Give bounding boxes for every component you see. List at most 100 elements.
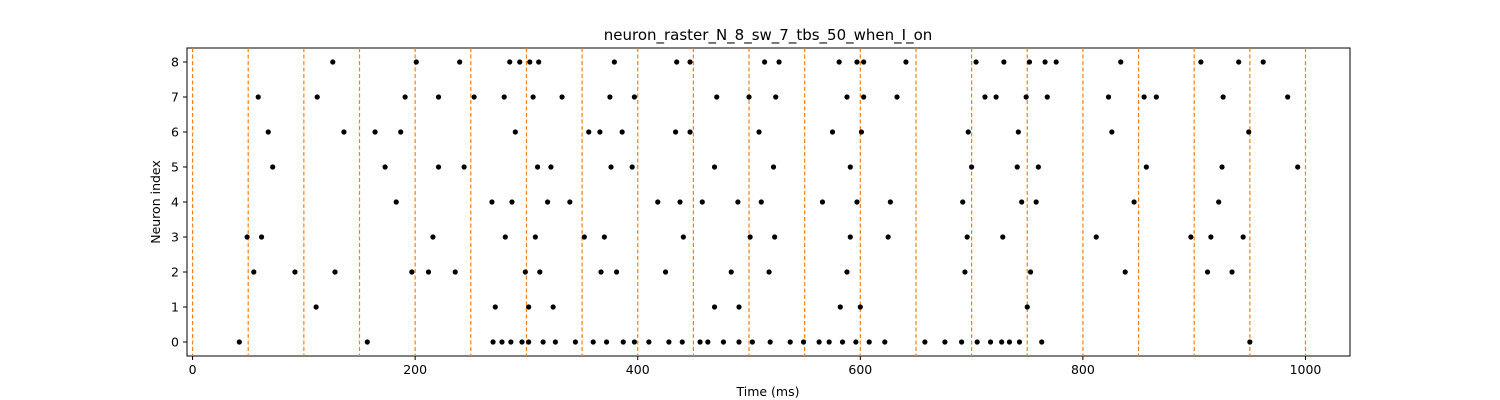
spike-point <box>364 339 370 345</box>
spike-point <box>687 129 693 135</box>
spike-point <box>1000 234 1006 240</box>
spike-point <box>646 339 652 345</box>
spike-point <box>1026 59 1033 65</box>
spike-point <box>1033 199 1039 205</box>
spike-point <box>471 94 477 100</box>
spike-point <box>1014 164 1020 170</box>
spike-point <box>1053 59 1059 65</box>
spike-point <box>999 339 1005 345</box>
spike-point <box>530 94 536 100</box>
spike-point <box>674 59 680 65</box>
spike-point <box>854 59 860 65</box>
x-tick-label: 200 <box>403 362 427 377</box>
spike-point <box>1019 199 1025 205</box>
spike-point <box>1216 199 1222 205</box>
spike-point <box>894 94 900 100</box>
spike-point <box>598 269 604 275</box>
spike-point <box>942 339 948 345</box>
spike-point <box>590 339 596 345</box>
spike-point <box>619 129 625 135</box>
x-tick-label: 0 <box>189 362 197 377</box>
spike-point <box>1229 269 1235 275</box>
x-tick-label: 1000 <box>1290 362 1322 377</box>
spike-point <box>711 164 718 170</box>
y-axis-label: Neuron index <box>148 160 163 244</box>
spike-point <box>509 199 515 205</box>
spike-point <box>1001 59 1007 65</box>
spike-point <box>697 339 703 345</box>
spike-point <box>526 339 532 345</box>
spike-point <box>613 269 620 275</box>
spike-point <box>1044 94 1050 100</box>
spike-point <box>258 234 265 240</box>
spike-point <box>572 339 579 345</box>
spike-point <box>1042 59 1048 65</box>
spike-point <box>816 339 822 345</box>
spike-point <box>1208 234 1214 240</box>
spike-point <box>544 199 551 205</box>
spike-point <box>666 339 672 345</box>
spike-point <box>756 129 762 135</box>
spike-point <box>490 339 496 345</box>
spike-point <box>854 199 860 205</box>
spike-point <box>705 339 711 345</box>
spike-point <box>836 59 842 65</box>
spike-point <box>1035 164 1041 170</box>
x-axis-label: Time (ms) <box>735 384 799 399</box>
spike-point <box>1093 234 1099 240</box>
spike-point <box>1188 234 1194 240</box>
spike-point <box>534 164 541 170</box>
spike-point <box>735 199 741 205</box>
spike-point <box>1285 94 1291 100</box>
spike-point <box>1240 234 1246 240</box>
spike-point <box>461 164 467 170</box>
spike-point <box>1295 164 1301 170</box>
spike-point <box>597 129 603 135</box>
spike-point <box>773 94 779 100</box>
spike-point <box>1024 304 1030 310</box>
spike-point <box>402 94 408 100</box>
y-tick-label: 1 <box>171 300 179 315</box>
spike-point <box>662 269 669 275</box>
spike-points <box>236 59 1301 345</box>
spike-point <box>770 164 777 170</box>
spike-point <box>861 59 867 65</box>
chart-title: neuron_raster_N_8_sw_7_tbs_50_when_I_on <box>604 26 933 45</box>
spike-point <box>548 164 554 170</box>
spike-point <box>603 339 610 345</box>
y-tick-label: 0 <box>171 335 179 350</box>
spike-point <box>714 94 720 100</box>
spike-point <box>517 59 523 65</box>
spike-point <box>964 234 970 240</box>
spike-point <box>435 94 442 100</box>
x-tick-label: 400 <box>626 362 650 377</box>
spike-point <box>965 129 971 135</box>
spike-point <box>672 129 679 135</box>
spike-point <box>1236 59 1242 65</box>
spike-point <box>866 339 872 345</box>
spike-point <box>507 59 513 65</box>
spike-point <box>766 269 772 275</box>
spike-point <box>1153 94 1159 100</box>
spike-point <box>519 339 525 345</box>
spike-point <box>1247 339 1253 345</box>
spike-point <box>601 234 607 240</box>
spike-point <box>758 199 764 205</box>
spike-point <box>314 94 320 100</box>
spike-point <box>987 339 994 345</box>
spike-point <box>746 94 752 100</box>
spike-point <box>1131 199 1137 205</box>
spike-point <box>611 59 617 65</box>
spike-point <box>826 339 832 345</box>
y-tick-label: 7 <box>171 90 179 105</box>
spike-point <box>1198 59 1204 65</box>
spike-point <box>711 304 718 310</box>
spike-point <box>607 94 613 100</box>
spike-point <box>1006 339 1013 345</box>
spike-point <box>581 234 587 240</box>
spike-point <box>993 94 999 100</box>
spike-point <box>1015 129 1021 135</box>
spike-point <box>767 339 773 345</box>
spike-point <box>837 304 843 310</box>
